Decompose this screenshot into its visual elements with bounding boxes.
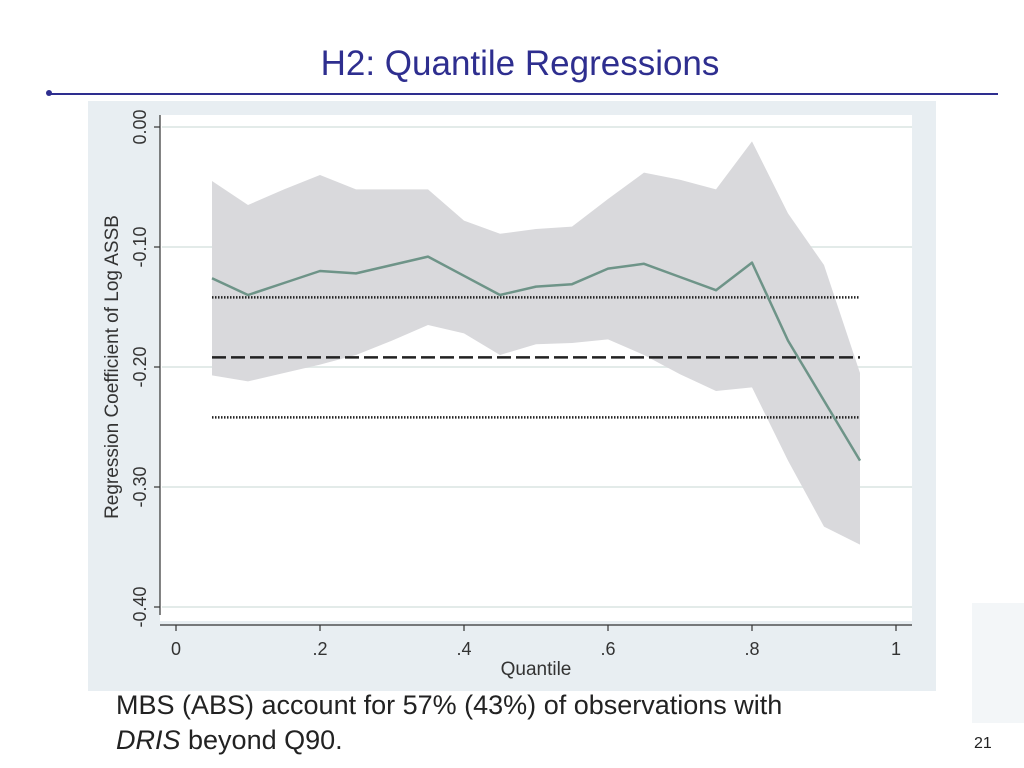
caption-text-2: of observations with bbox=[536, 690, 783, 720]
confidence-band bbox=[212, 141, 860, 545]
x-tick-label: .2 bbox=[312, 639, 327, 659]
y-tick-label: -0.20 bbox=[130, 346, 150, 387]
y-axis-label: Regression Coefficient of Log ASSB bbox=[102, 215, 123, 519]
x-axis-label: Quantile bbox=[501, 659, 572, 680]
slide-title: H2: Quantile Regressions bbox=[320, 44, 720, 83]
slide-caption: MBS (ABS) account for 57% (43%) of obser… bbox=[116, 688, 956, 758]
y-tick-label: -0.10 bbox=[130, 226, 150, 267]
title-rule-endpoint bbox=[46, 90, 52, 96]
x-tick-label: .6 bbox=[600, 639, 615, 659]
quantile-regression-chart: 0.00 -0.10 -0.20 -0.30 -0.40 0 .2 .4 .6 .8 1 Quant… bbox=[102, 109, 912, 680]
caption-variable: DRIS bbox=[116, 725, 181, 755]
reference-lines-layer bbox=[212, 296, 860, 419]
x-tick-label: 0 bbox=[171, 639, 181, 659]
x-tick-label: .4 bbox=[456, 639, 471, 659]
confidence-band-layer bbox=[212, 141, 860, 545]
caption-text-1: MBS (ABS) account for bbox=[116, 690, 403, 720]
caption-share: 57% (43%) bbox=[402, 690, 537, 720]
x-tick-label: .8 bbox=[744, 639, 759, 659]
axes: 0.00 -0.10 -0.20 -0.30 -0.40 0 .2 .4 .6 .8 1 bbox=[130, 109, 912, 659]
x-tick-label: 1 bbox=[891, 639, 901, 659]
y-tick-label: 0.00 bbox=[130, 109, 150, 144]
caption-text-3: beyond Q90. bbox=[180, 725, 343, 755]
quantile-coefficient-line bbox=[211, 255, 862, 462]
side-strip bbox=[972, 603, 1024, 723]
y-tick-label: -0.40 bbox=[130, 586, 150, 627]
y-tick-label: -0.30 bbox=[130, 466, 150, 507]
title-rule bbox=[50, 93, 998, 95]
slide-number: 21 bbox=[974, 735, 992, 752]
series-layer bbox=[211, 255, 862, 462]
